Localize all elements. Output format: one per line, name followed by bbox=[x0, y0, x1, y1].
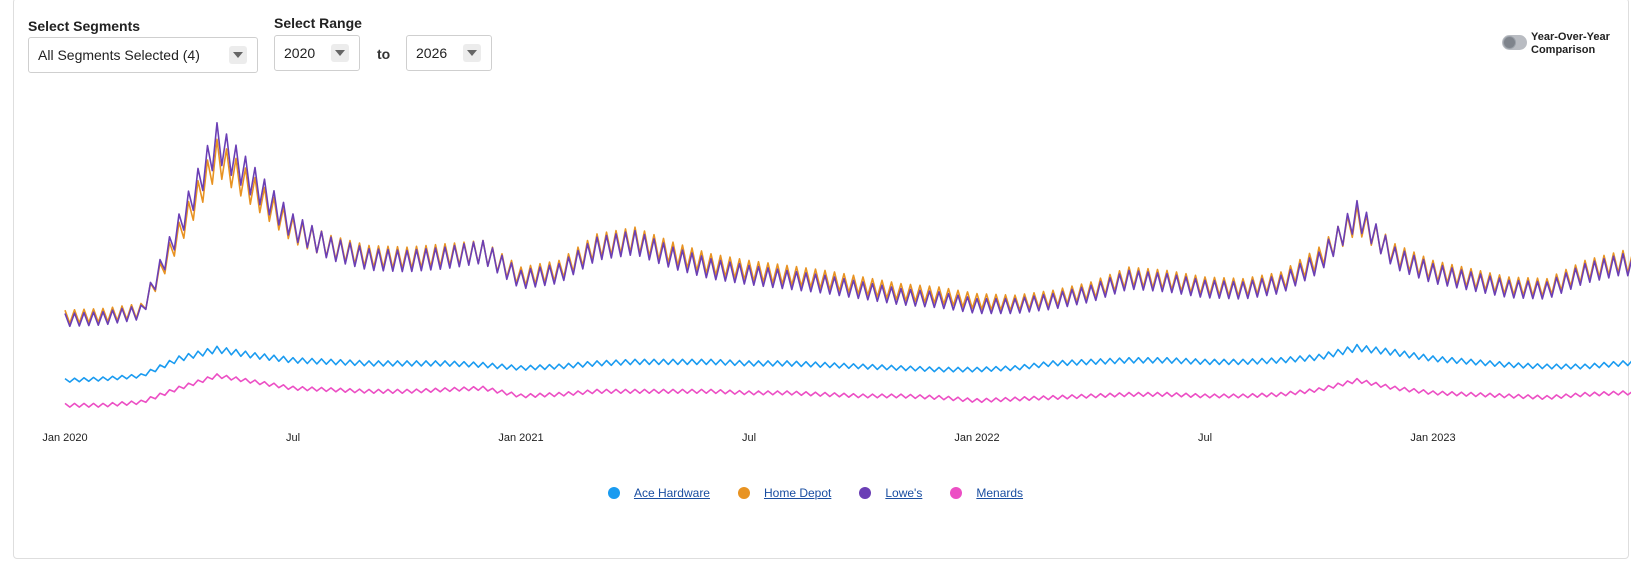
legend-dot-icon bbox=[737, 487, 750, 499]
legend-item[interactable]: Home Depot bbox=[737, 486, 832, 500]
series-line-lowe-s bbox=[64, 122, 1631, 328]
range-end-value: 2026 bbox=[416, 45, 448, 61]
series-line-ace-hardware bbox=[64, 343, 1631, 383]
legend-label: Home Depot bbox=[763, 486, 832, 500]
segments-select-value: All Segments Selected (4) bbox=[38, 47, 200, 63]
yoy-toggle[interactable] bbox=[1502, 35, 1527, 50]
chevron-down-icon bbox=[331, 44, 349, 62]
legend-dot-icon bbox=[950, 487, 963, 499]
line-chart: Jan 2020 Jul Jan 2021 Jul Jan 2022 Jul Jan 202… bbox=[42, 122, 1631, 444]
x-tick-label: Jan 2020 bbox=[42, 432, 87, 444]
x-tick-label: Jan 2021 bbox=[498, 432, 543, 444]
legend-dot-icon bbox=[859, 487, 872, 499]
select-segments-label: Select Segments bbox=[28, 18, 141, 34]
x-tick-label: Jul bbox=[742, 432, 756, 444]
range-end-select[interactable]: 2026 bbox=[406, 35, 492, 71]
chevron-down-icon bbox=[229, 46, 247, 64]
x-tick-label: Jul bbox=[286, 432, 300, 444]
chart-legend: Ace Hardware Home Depot Lowe's Menards bbox=[0, 486, 1631, 500]
x-tick-label: Jan 2023 bbox=[1410, 432, 1455, 444]
segments-select[interactable]: All Segments Selected (4) bbox=[28, 37, 258, 73]
yoy-toggle-label: Year-Over-Year Comparison bbox=[1531, 31, 1610, 56]
select-range-label: Select Range bbox=[274, 15, 362, 31]
range-start-select[interactable]: 2020 bbox=[274, 35, 360, 71]
legend-label: Ace Hardware bbox=[633, 486, 710, 500]
series-line-menards bbox=[64, 373, 1631, 408]
x-tick-label: Jan 2022 bbox=[954, 432, 999, 444]
yoy-toggle-knob bbox=[1503, 36, 1516, 49]
legend-item[interactable]: Lowe's bbox=[859, 486, 922, 500]
chevron-down-icon bbox=[463, 44, 481, 62]
legend-label: Menards bbox=[976, 486, 1024, 500]
legend-item[interactable]: Ace Hardware bbox=[607, 486, 710, 500]
legend-label: Lowe's bbox=[885, 486, 923, 500]
chart-card bbox=[13, 0, 1629, 559]
x-tick-label: Jul bbox=[1198, 432, 1212, 444]
range-start-value: 2020 bbox=[284, 45, 316, 61]
legend-dot-icon bbox=[607, 487, 620, 499]
range-to-label: to bbox=[377, 46, 391, 62]
legend-item[interactable]: Menards bbox=[950, 486, 1023, 500]
